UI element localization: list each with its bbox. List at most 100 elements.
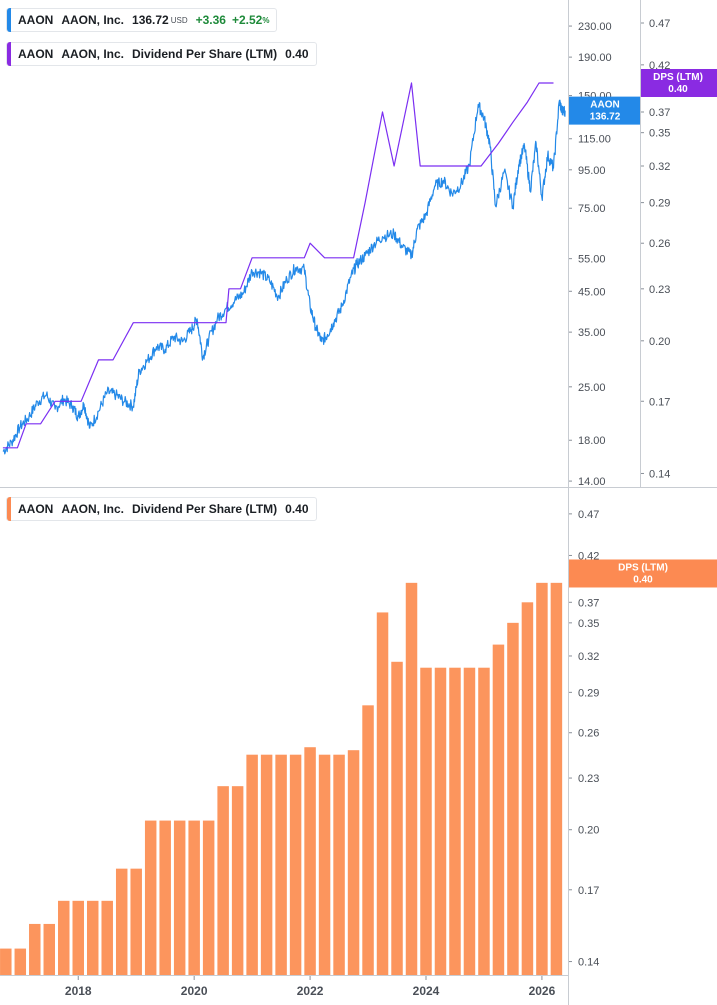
dps-bar-30 [434, 667, 447, 975]
dps-axis-label-7: 0.23 [649, 284, 670, 296]
top-dps-axis: 0.47 0.42 0.37 0.35 0.32 0.29 0.26 0.23 0.20 0.17… [640, 18, 670, 480]
dps-axis-label-1: 0.42 [649, 60, 670, 72]
dps-bar-33 [478, 667, 490, 975]
bar-axis-label-10: 0.14 [578, 957, 599, 969]
dps-bar-21 [304, 747, 316, 975]
dps-top-legend-name: AAON, Inc. [61, 47, 125, 61]
price-axis-label-3: 115.00 [578, 134, 611, 146]
price-legend[interactable]: AAON AAON, Inc. 136.72 USD +3.36 +2.52% [6, 8, 278, 32]
dps-bar-35 [507, 622, 519, 975]
dps-bar-20 [289, 754, 302, 975]
price-axis-label-1: 190.00 [578, 52, 612, 64]
dps-bottom-tag-label: DPS (LTM) [618, 562, 668, 573]
dps-bottom-legend-name: AAON, Inc. [61, 502, 125, 516]
dps-bar-28 [405, 582, 418, 975]
dps-bottom-legend[interactable]: AAON AAON, Inc. Dividend Per Share (LTM)… [6, 497, 317, 521]
dps-bar-25 [362, 705, 374, 975]
dps-axis-label-9: 0.17 [649, 396, 670, 408]
dps-bar-8 [115, 868, 128, 975]
bar-axis-label-6: 0.26 [578, 728, 599, 740]
time-axis-label-4: 2026 [529, 984, 556, 998]
price-axis-label-4: 95.00 [578, 165, 606, 177]
dps-bottom-tag-value: 0.40 [633, 574, 653, 585]
dps-axis-label-0: 0.47 [649, 18, 670, 30]
dps-bar-37 [536, 582, 548, 975]
dps-bar-24 [347, 750, 360, 975]
dps-bar-36 [521, 602, 534, 975]
dps-bar-29 [420, 667, 432, 975]
bar-axis-label-5: 0.29 [578, 687, 599, 699]
price-legend-swatch [7, 8, 11, 32]
dps-axis-label-4: 0.32 [649, 161, 670, 173]
price-legend-pct-sign: % [262, 15, 270, 25]
dps-bar-15 [217, 786, 229, 975]
dps-top-tag-label: DPS (LTM) [653, 72, 703, 83]
dps-axis-label-8: 0.20 [649, 336, 670, 348]
price-legend-price: 136.72 [132, 13, 169, 27]
dps-bar-26 [376, 612, 389, 975]
dps-bar-23 [333, 754, 345, 975]
dps-bar-6 [86, 900, 99, 975]
dps-bar-4 [58, 900, 70, 975]
price-axis-label-0: 230.00 [578, 21, 612, 33]
price-axis-label-10: 18.00 [578, 435, 606, 447]
dps-bar-32 [463, 667, 476, 975]
dps-bar-34 [492, 644, 505, 975]
dps-bar-13 [188, 820, 200, 975]
dps-top-legend[interactable]: AAON AAON, Inc. Dividend Per Share (LTM)… [6, 42, 317, 66]
dps-bottom-legend-ticker: AAON [18, 502, 54, 516]
time-axis-label-1: 2020 [181, 984, 208, 998]
bar-axis-label-4: 0.32 [578, 651, 599, 663]
dps-bar-17 [246, 754, 258, 975]
bottom-dps-axis: 0.47 0.42 0.37 0.35 0.32 0.29 0.26 0.23 0.20 0.17… [568, 509, 599, 969]
dps-bottom-legend-value: 0.40 [285, 502, 309, 516]
dps-bar-22 [318, 754, 331, 975]
time-axis-label-3: 2024 [413, 984, 440, 998]
price-legend-change-pct: +2.52 [231, 13, 263, 27]
bar-axis-label-1: 0.42 [578, 550, 599, 562]
bar-axis-label-2: 0.37 [578, 597, 599, 609]
dps-bar-0 [0, 948, 12, 975]
dps-axis-label-2: 0.37 [649, 107, 670, 119]
dps-bar-14 [202, 820, 215, 975]
dps-bar-7 [101, 900, 113, 975]
top-price-axis: 230.00190.00150.00115.0095.0075.0055.004… [568, 21, 612, 488]
dps-bar-3 [43, 923, 56, 975]
dps-top-legend-metric: Dividend Per Share (LTM) [132, 47, 278, 61]
dps-bar-2 [29, 923, 41, 975]
dps-axis-label-5: 0.29 [649, 198, 670, 210]
dps-bottom-tag [569, 559, 717, 588]
price-axis-label-7: 45.00 [578, 286, 606, 298]
price-legend-change: +3.36 [195, 13, 226, 27]
price-tag [569, 96, 640, 125]
dps-bottom-legend-metric: Dividend Per Share (LTM) [132, 502, 278, 516]
bar-axis-label-3: 0.35 [578, 618, 599, 630]
price-legend-ticker: AAON [18, 13, 54, 27]
dps-top-tag-value: 0.40 [668, 84, 688, 95]
time-axis-label-2: 2022 [297, 984, 324, 998]
dps-bar-5 [72, 900, 84, 975]
time-axis-label-0: 2018 [65, 984, 92, 998]
dps-bar-10 [144, 820, 157, 975]
price-line [2, 99, 566, 455]
price-axis-label-6: 55.00 [578, 254, 606, 266]
dps-top-legend-swatch [7, 42, 11, 66]
dps-top-legend-ticker: AAON [18, 47, 54, 61]
dps-bar-16 [231, 786, 244, 975]
bar-axis-label-9: 0.17 [578, 885, 599, 897]
dps-bar-27 [391, 661, 403, 975]
dps-bottom-legend-swatch [7, 497, 11, 521]
price-tag-label: AAON [590, 100, 619, 111]
dps-bar-11 [159, 820, 171, 975]
dps-bars [0, 582, 563, 975]
dps-bar-1 [14, 948, 27, 975]
dps-bar-31 [449, 667, 461, 975]
price-legend-currency: USD [170, 15, 188, 25]
dps-axis-label-6: 0.26 [649, 238, 670, 250]
price-axis-label-9: 25.00 [578, 382, 606, 394]
dps-bar-38 [550, 582, 563, 975]
price-axis-label-11: 14.00 [578, 476, 606, 488]
dps-line [2, 82, 554, 449]
